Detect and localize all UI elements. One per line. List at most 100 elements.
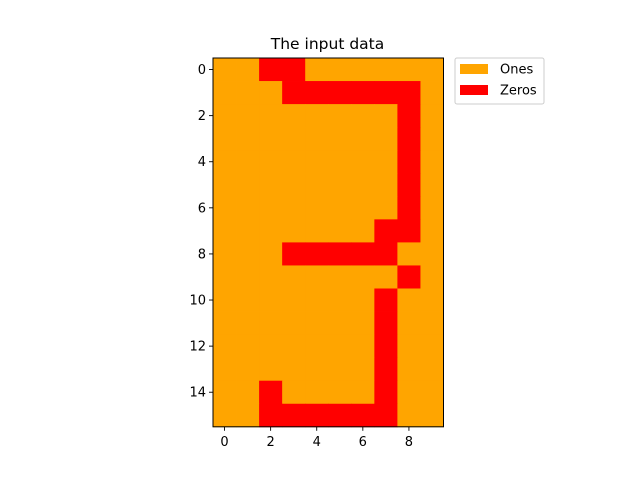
heatmap-cell <box>328 242 352 266</box>
heatmap-cell <box>259 173 283 197</box>
heatmap-cell <box>305 357 329 382</box>
heatmap-cell <box>328 334 352 359</box>
heatmap-cell <box>328 150 352 174</box>
heatmap-cell <box>397 127 421 151</box>
heatmap-cell <box>374 334 398 359</box>
heatmap-cell <box>328 81 352 105</box>
heatmap-cell <box>351 403 375 428</box>
heatmap-cell <box>351 311 375 335</box>
heatmap-cell <box>259 127 283 151</box>
heatmap-cell <box>305 196 329 220</box>
heatmap-cell <box>420 288 444 312</box>
heatmap-cell <box>259 265 283 289</box>
heatmap-cell <box>420 380 444 405</box>
heatmap-cell <box>259 81 283 105</box>
heatmap-cell <box>328 104 352 128</box>
heatmap-cell <box>213 357 237 382</box>
heatmap-cell <box>259 357 283 382</box>
heatmap-cell <box>420 265 444 289</box>
heatmap-cell <box>420 242 444 266</box>
heatmap-cell <box>305 219 329 243</box>
heatmap-cell <box>236 150 260 174</box>
heatmap-cell <box>420 173 444 197</box>
heatmap-cell <box>305 311 329 335</box>
heatmap-cell <box>351 58 375 82</box>
heatmap-cell <box>420 403 444 428</box>
heatmap-cell <box>351 196 375 220</box>
legend-label: Ones <box>500 63 533 78</box>
heatmap-cell <box>282 196 306 220</box>
heatmap-cell <box>351 380 375 405</box>
heatmap-cell <box>282 219 306 243</box>
heatmap-cell <box>259 104 283 128</box>
heatmap-cell <box>213 311 237 335</box>
heatmap-cell <box>236 357 260 382</box>
heatmap-cell <box>305 104 329 128</box>
heatmap-cell <box>351 150 375 174</box>
heatmap-cell <box>351 104 375 128</box>
heatmap-cell <box>282 334 306 359</box>
heatmap-cell <box>213 288 237 312</box>
heatmap-cell <box>397 242 421 266</box>
heatmap-cell <box>259 242 283 266</box>
heatmap-cell <box>305 173 329 197</box>
heatmap-cell <box>374 403 398 428</box>
heatmap-cell <box>236 127 260 151</box>
heatmap-cell <box>397 150 421 174</box>
y-tick-label: 6 <box>198 201 206 216</box>
heatmap-cell <box>282 265 306 289</box>
heatmap-cell <box>282 127 306 151</box>
heatmap-cells <box>213 58 444 428</box>
heatmap-cell <box>328 380 352 405</box>
heatmap-cell <box>213 265 237 289</box>
heatmap-cell <box>374 173 398 197</box>
heatmap-cell <box>236 196 260 220</box>
heatmap-cell <box>213 127 237 151</box>
heatmap-cell <box>420 334 444 359</box>
heatmap-cell <box>213 173 237 197</box>
heatmap-cell <box>328 127 352 151</box>
heatmap-cell <box>259 380 283 405</box>
heatmap-cell <box>259 219 283 243</box>
heatmap-cell <box>213 81 237 105</box>
heatmap-cell <box>259 196 283 220</box>
heatmap-cell <box>397 173 421 197</box>
x-tick-label: 6 <box>359 435 367 450</box>
heatmap-cell <box>374 150 398 174</box>
legend-swatch <box>460 64 488 74</box>
heatmap-cell <box>305 265 329 289</box>
heatmap-cell <box>420 357 444 382</box>
heatmap-cell <box>236 104 260 128</box>
chart-title: The input data <box>270 35 384 53</box>
heatmap-cell <box>282 58 306 82</box>
heatmap-cell <box>259 334 283 359</box>
y-tick-label: 14 <box>189 386 206 401</box>
heatmap-cell <box>305 403 329 428</box>
heatmap-cell <box>282 403 306 428</box>
heatmap-cell <box>397 104 421 128</box>
heatmap-cell <box>305 150 329 174</box>
heatmap-cell <box>397 58 421 82</box>
heatmap-cell <box>305 242 329 266</box>
heatmap-cell <box>236 288 260 312</box>
heatmap-cell <box>305 81 329 105</box>
heatmap-cell <box>351 81 375 105</box>
y-tick-label: 8 <box>198 247 206 262</box>
heatmap-cell <box>305 58 329 82</box>
heatmap-cell <box>397 311 421 335</box>
heatmap-cell <box>351 242 375 266</box>
heatmap-cell <box>374 219 398 243</box>
x-tick-label: 2 <box>266 435 274 450</box>
heatmap-cell <box>236 58 260 82</box>
heatmap-cell <box>420 219 444 243</box>
heatmap-cell <box>213 196 237 220</box>
heatmap-cell <box>351 288 375 312</box>
x-tick-label: 0 <box>220 435 228 450</box>
heatmap-cell <box>282 380 306 405</box>
heatmap-cell <box>328 196 352 220</box>
heatmap-cell <box>374 81 398 105</box>
heatmap-cell <box>351 173 375 197</box>
heatmap-cell <box>374 58 398 82</box>
heatmap-cell <box>236 311 260 335</box>
axis-ticks: 0 2 4 6 8 0 2 4 6 8 10 12 14 <box>189 63 413 450</box>
